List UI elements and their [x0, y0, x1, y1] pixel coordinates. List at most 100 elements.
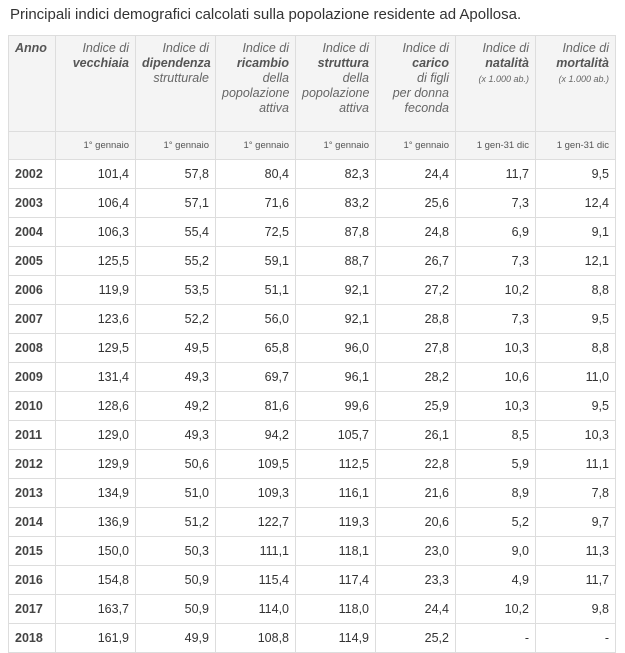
header-line: popolazione: [222, 86, 290, 100]
header-line: della: [262, 71, 289, 85]
value-cell: 51,0: [135, 478, 216, 508]
value-cell: 11,3: [535, 536, 616, 566]
value-cell: 106,4: [55, 188, 136, 218]
demographic-indices-table: Anno Indice di vecchiaia Indice di dipendenz…: [8, 35, 616, 653]
value-cell: 9,5: [535, 159, 616, 189]
value-cell: 55,4: [135, 217, 216, 247]
value-cell: 4,9: [455, 565, 536, 595]
value-cell: 99,6: [295, 391, 376, 421]
value-cell: 8,8: [535, 333, 616, 363]
value-cell: 112,5: [295, 449, 376, 479]
header-line: mortalità: [556, 56, 609, 70]
value-cell: 50,6: [135, 449, 216, 479]
value-cell: 7,3: [455, 188, 536, 218]
value-cell: 7,3: [455, 246, 536, 276]
value-cell: 9,5: [535, 304, 616, 334]
value-cell: 80,4: [215, 159, 296, 189]
value-cell: 10,3: [455, 391, 536, 421]
value-cell: 96,1: [295, 362, 376, 392]
value-cell: 12,4: [535, 188, 616, 218]
value-cell: 56,0: [215, 304, 296, 334]
header-line: strutturale: [153, 71, 209, 85]
header-line: della: [342, 71, 369, 85]
value-cell: 122,7: [215, 507, 296, 537]
value-cell: 7,3: [455, 304, 536, 334]
value-cell: 9,8: [535, 594, 616, 624]
value-cell: 69,7: [215, 362, 296, 392]
value-cell: 8,5: [455, 420, 536, 450]
value-cell: -: [455, 623, 536, 653]
value-cell: 53,5: [135, 275, 216, 305]
year-cell: 2013: [8, 478, 56, 508]
value-cell: 101,4: [55, 159, 136, 189]
column-header: Indice di carico di figli per donna feconda: [375, 35, 456, 132]
value-cell: 25,6: [375, 188, 456, 218]
column-header: Indice di natalità (x 1.000 ab.): [455, 35, 536, 132]
header-line: Indice di: [82, 41, 129, 55]
table-row: 2006 119,9 53,5 51,1 92,1 27,2 10,2 8,8: [8, 275, 616, 305]
value-cell: 50,9: [135, 594, 216, 624]
value-cell: 49,2: [135, 391, 216, 421]
value-cell: 26,7: [375, 246, 456, 276]
value-cell: 136,9: [55, 507, 136, 537]
value-cell: 49,5: [135, 333, 216, 363]
value-cell: 119,9: [55, 275, 136, 305]
value-cell: 118,0: [295, 594, 376, 624]
header-line: dipendenza: [142, 56, 211, 70]
year-cell: 2015: [8, 536, 56, 566]
value-cell: 9,5: [535, 391, 616, 421]
header-line: struttura: [317, 56, 369, 70]
value-cell: 119,3: [295, 507, 376, 537]
value-cell: 24,4: [375, 159, 456, 189]
value-cell: 24,8: [375, 217, 456, 247]
value-cell: 8,8: [535, 275, 616, 305]
value-cell: 83,2: [295, 188, 376, 218]
value-cell: 87,8: [295, 217, 376, 247]
table-row: 2007 123,6 52,2 56,0 92,1 28,8 7,3 9,5: [8, 304, 616, 334]
subheader-cell: 1° gennaio: [135, 131, 216, 160]
value-cell: 25,2: [375, 623, 456, 653]
header-line: Indice di: [482, 41, 529, 55]
table-row: 2004 106,3 55,4 72,5 87,8 24,8 6,9 9,1: [8, 217, 616, 247]
value-cell: 9,0: [455, 536, 536, 566]
header-line: ricambio: [236, 56, 289, 70]
value-cell: 116,1: [295, 478, 376, 508]
value-cell: 131,4: [55, 362, 136, 392]
column-header: Indice di vecchiaia: [55, 35, 136, 132]
header-line: Indice di: [162, 41, 209, 55]
year-cell: 2016: [8, 565, 56, 595]
year-cell: 2012: [8, 449, 56, 479]
value-cell: 28,2: [375, 362, 456, 392]
value-cell: 57,1: [135, 188, 216, 218]
value-cell: 129,5: [55, 333, 136, 363]
value-cell: 96,0: [295, 333, 376, 363]
subheader-cell: 1° gennaio: [295, 131, 376, 160]
table-row: 2013 134,9 51,0 109,3 116,1 21,6 8,9 7,8: [8, 478, 616, 508]
value-cell: 11,7: [535, 565, 616, 595]
column-header: Indice di mortalità (x 1.000 ab.): [535, 35, 616, 132]
year-cell: 2007: [8, 304, 56, 334]
value-cell: 118,1: [295, 536, 376, 566]
header-line: vecchiaia: [72, 56, 129, 70]
value-cell: 59,1: [215, 246, 296, 276]
value-cell: 27,2: [375, 275, 456, 305]
table-row: 2003 106,4 57,1 71,6 83,2 25,6 7,3 12,4: [8, 188, 616, 218]
table-row: 2011 129,0 49,3 94,2 105,7 26,1 8,5 10,3: [8, 420, 616, 450]
column-header: Indice di dipendenza strutturale: [135, 35, 216, 132]
value-cell: 161,9: [55, 623, 136, 653]
value-cell: 26,1: [375, 420, 456, 450]
year-cell: 2009: [8, 362, 56, 392]
value-cell: 150,0: [55, 536, 136, 566]
header-line: Indice di: [242, 41, 289, 55]
table-row: 2016 154,8 50,9 115,4 117,4 23,3 4,9 11,7: [8, 565, 616, 595]
value-cell: 5,2: [455, 507, 536, 537]
header-line: Indice di: [322, 41, 369, 55]
value-cell: 11,1: [535, 449, 616, 479]
value-cell: 109,3: [215, 478, 296, 508]
value-cell: 7,8: [535, 478, 616, 508]
table-row: 2018 161,9 49,9 108,8 114,9 25,2- -: [8, 623, 616, 653]
value-cell: 21,6: [375, 478, 456, 508]
value-cell: 20,6: [375, 507, 456, 537]
header-line: Indice di: [562, 41, 609, 55]
table-row: 2012 129,9 50,6 109,5 112,5 22,8 5,9 11,1: [8, 449, 616, 479]
